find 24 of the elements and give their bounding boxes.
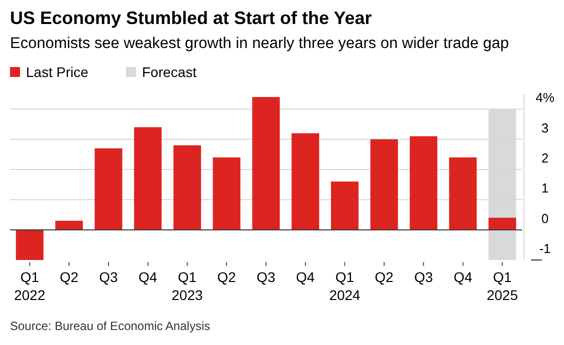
x-tick-label: Q2 [217,269,236,285]
chart-subtitle: Economists see weakest growth in nearly three years on wider trade gap [10,35,509,52]
x-tick-label: Q2 [60,269,79,285]
y-tick-label: 3 [541,120,549,136]
x-tick-label: Q1 2023 [172,269,204,303]
x-tick-label: Q4 [454,269,472,285]
legend-label: Forecast [142,64,197,80]
source-note: Source: Bureau of Economic Analysis [10,319,210,333]
y-tick-label: -1 [539,241,551,256]
x-tick-label: Q1 2025 [486,269,518,303]
legend-label: Last Price [26,64,88,80]
x-tick-label: Q4 [138,269,158,285]
x-tick-label: Q3 [256,269,276,285]
y-tick-label: 1 [541,180,549,196]
x-tick-label: Q4 [296,269,315,285]
y-tick-label: 2 [541,150,549,166]
chart-title: US Economy Stumbled at Start of the Year [10,8,372,28]
x-tick-label: Q3 [414,269,434,285]
x-tick-label: Q3 [99,269,118,285]
y-tick-label: 0 [541,210,549,226]
x-tick-label: Q1 2022 [14,269,46,303]
y-tick-label: 4% [536,90,555,106]
x-tick-label: Q1 2024 [329,269,361,303]
x-tick-label: Q2 [374,269,394,285]
